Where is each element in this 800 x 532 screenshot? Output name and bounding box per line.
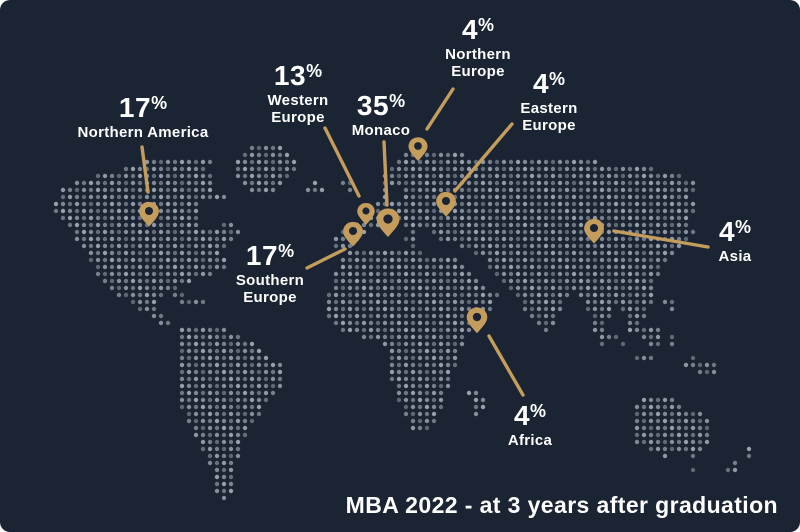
map-pin-western-europe-icon bbox=[357, 202, 375, 225]
connector-line-monaco bbox=[382, 140, 389, 207]
map-pin-asia-icon bbox=[584, 218, 604, 244]
map-pin-eastern-europe-icon bbox=[436, 191, 456, 217]
map-pin-southern-europe-icon bbox=[343, 221, 363, 247]
connector-line-northern-europe bbox=[425, 87, 455, 131]
connector-line-southern-europe bbox=[305, 247, 347, 270]
chart-caption: MBA 2022 - at 3 years after graduation bbox=[345, 492, 778, 518]
connector-line-africa bbox=[487, 334, 525, 397]
map-pin-northern-america-icon bbox=[139, 201, 159, 227]
connector-line-western-europe bbox=[323, 126, 361, 198]
connector-line-eastern-europe bbox=[453, 122, 514, 193]
location-pins bbox=[139, 137, 604, 334]
connector-line-asia bbox=[612, 229, 710, 249]
map-dots-layer bbox=[53, 145, 752, 501]
connector-line-northern-america bbox=[140, 145, 150, 194]
map-pin-monaco-icon bbox=[376, 208, 400, 237]
map-pin-africa-icon bbox=[466, 307, 488, 334]
map-pin-northern-europe-icon bbox=[408, 137, 428, 161]
connector-lines bbox=[140, 87, 710, 397]
